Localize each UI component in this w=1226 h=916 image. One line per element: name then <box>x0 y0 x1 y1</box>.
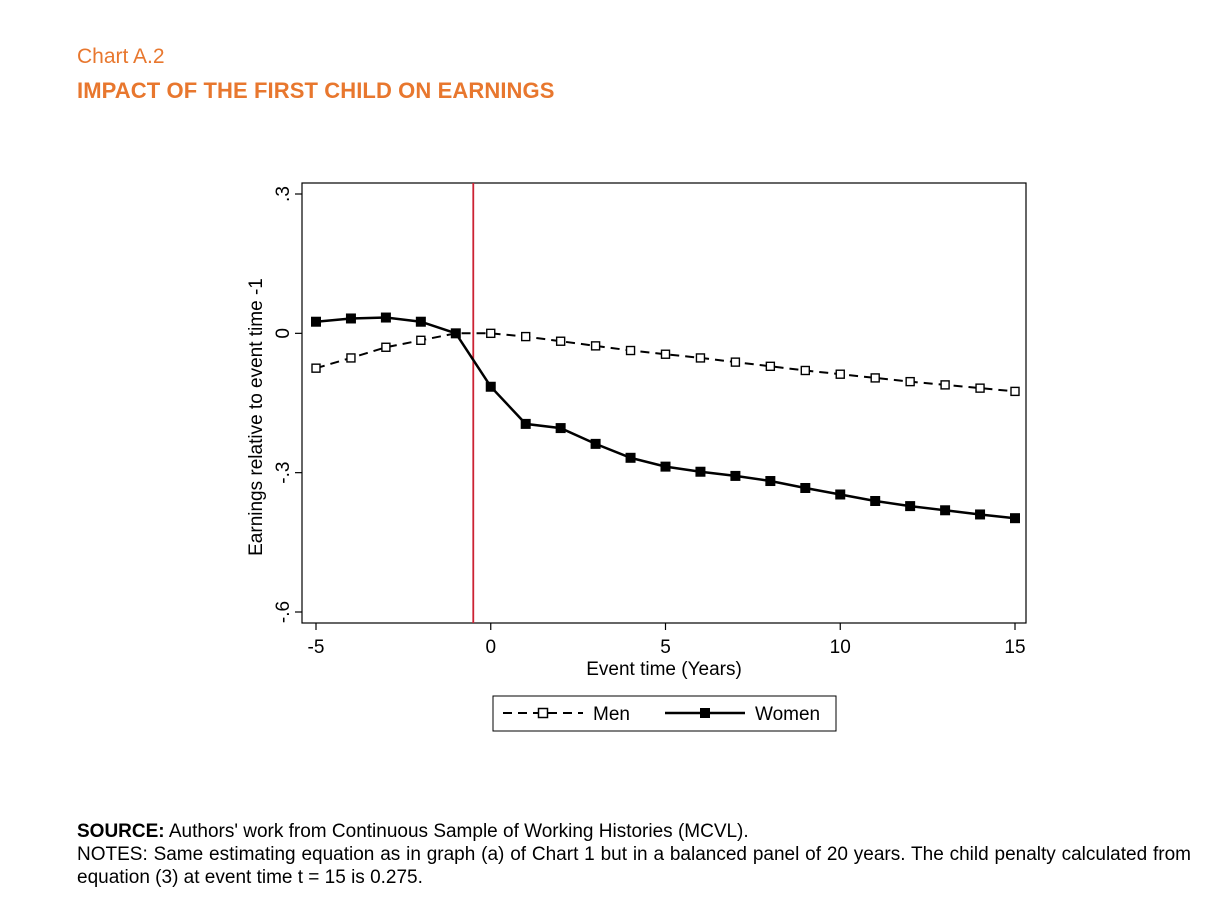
women-point <box>1010 513 1020 524</box>
women-point <box>835 489 846 500</box>
chart-header: Chart A.2 IMPACT OF THE FIRST CHILD ON E… <box>77 44 555 105</box>
y-axis-label: Earnings relative to event time -1 <box>246 278 267 556</box>
notes-text: NOTES: Same estimating equation as in gr… <box>77 844 1191 888</box>
women-point <box>800 482 811 493</box>
source-label: SOURCE: <box>77 821 165 842</box>
women-point <box>975 509 986 520</box>
source-note: SOURCE: Authors' work from Continuous Sa… <box>77 820 1191 843</box>
women-point <box>730 470 741 481</box>
women-point <box>625 452 636 463</box>
chart-title: IMPACT OF THE FIRST CHILD ON EARNINGS <box>77 78 555 103</box>
men-point <box>1010 386 1020 397</box>
women-point <box>765 476 776 487</box>
men-point <box>660 349 671 359</box>
men-point <box>975 383 985 393</box>
men-point <box>311 363 321 373</box>
men-point <box>521 331 531 342</box>
x-tick-label: 0 <box>485 637 496 658</box>
women-point <box>590 438 601 449</box>
women-point <box>380 312 391 323</box>
y-tick-label: .3 <box>273 186 294 202</box>
men-point <box>730 357 741 367</box>
men-series-line <box>315 332 1016 393</box>
women-point <box>345 313 356 324</box>
men-point <box>940 380 950 390</box>
y-tick-label: -.6 <box>273 601 294 623</box>
women-point <box>450 328 461 339</box>
women-point <box>870 495 881 506</box>
x-axis-label: Event time (Years) <box>586 659 742 680</box>
legend-men-label: Men <box>593 704 630 725</box>
women-point <box>555 423 566 434</box>
legend-men-marker <box>537 707 549 719</box>
women-point <box>660 461 671 472</box>
men-point <box>870 373 880 383</box>
y-tick-label: 0 <box>273 328 294 339</box>
x-tick-label: 10 <box>830 637 851 658</box>
source-text: Authors' work from Continuous Sample of … <box>164 821 749 842</box>
women-point <box>415 316 426 327</box>
line-chart: -5 0 5 10 15 .3 0 -.3 -.6 Event time (Years) Ear… <box>246 182 1027 732</box>
men-point <box>905 376 915 387</box>
men-point <box>416 335 426 345</box>
men-point <box>590 341 601 351</box>
women-series-line <box>315 316 1016 520</box>
plot-frame <box>301 182 1027 624</box>
women-point <box>520 418 531 429</box>
legend-women-label: Women <box>755 704 820 725</box>
men-point <box>486 328 496 339</box>
men-point <box>346 353 356 363</box>
men-point <box>765 361 776 372</box>
women-point <box>905 501 916 512</box>
men-point <box>800 365 810 376</box>
women-point <box>311 316 321 327</box>
legend-women-marker <box>700 708 710 718</box>
chart-footer: SOURCE: Authors' work from Continuous Sa… <box>77 820 1191 889</box>
legend: Men Women <box>492 695 837 732</box>
men-point <box>695 353 706 363</box>
men-point <box>625 345 636 356</box>
x-tick-label: 5 <box>660 637 671 658</box>
x-tick-label: 15 <box>1004 637 1025 658</box>
y-tick-label: -.3 <box>273 462 294 484</box>
women-point <box>485 381 496 392</box>
x-tick-label: -5 <box>308 637 325 658</box>
men-point <box>835 369 845 379</box>
women-point <box>695 466 706 477</box>
women-point <box>940 505 951 516</box>
men-point <box>555 336 566 346</box>
chart-number: Chart A.2 <box>77 45 165 68</box>
men-point <box>381 342 391 352</box>
